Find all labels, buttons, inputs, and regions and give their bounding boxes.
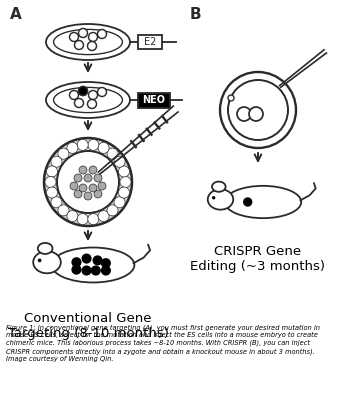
Circle shape bbox=[91, 265, 101, 276]
Circle shape bbox=[228, 95, 234, 101]
Ellipse shape bbox=[208, 189, 233, 210]
Circle shape bbox=[69, 90, 79, 100]
Bar bbox=[138, 92, 170, 108]
Circle shape bbox=[77, 214, 88, 225]
Circle shape bbox=[89, 32, 98, 42]
Circle shape bbox=[237, 107, 251, 121]
Circle shape bbox=[44, 138, 132, 226]
Circle shape bbox=[243, 197, 252, 207]
Circle shape bbox=[114, 156, 125, 167]
Circle shape bbox=[94, 174, 102, 182]
Circle shape bbox=[79, 29, 88, 37]
Ellipse shape bbox=[33, 251, 61, 273]
Circle shape bbox=[74, 190, 82, 198]
Circle shape bbox=[88, 214, 99, 225]
Circle shape bbox=[120, 176, 131, 187]
Circle shape bbox=[82, 265, 91, 276]
Circle shape bbox=[98, 87, 106, 97]
Circle shape bbox=[84, 192, 92, 200]
Text: NEO: NEO bbox=[142, 95, 166, 105]
Ellipse shape bbox=[225, 186, 301, 218]
Circle shape bbox=[114, 197, 125, 208]
Circle shape bbox=[98, 29, 106, 39]
Circle shape bbox=[119, 187, 130, 198]
Circle shape bbox=[51, 197, 62, 208]
Circle shape bbox=[72, 257, 82, 267]
Circle shape bbox=[249, 107, 263, 121]
Circle shape bbox=[89, 166, 97, 174]
Circle shape bbox=[101, 265, 111, 276]
Text: E2: E2 bbox=[144, 37, 156, 47]
Circle shape bbox=[88, 100, 96, 108]
Ellipse shape bbox=[38, 243, 53, 254]
Circle shape bbox=[98, 182, 106, 190]
Circle shape bbox=[84, 174, 92, 182]
Circle shape bbox=[58, 148, 69, 159]
Text: Figure 1: In conventional gene targeting (A), you must first generate your desir: Figure 1: In conventional gene targeting… bbox=[6, 324, 320, 362]
Circle shape bbox=[38, 259, 42, 262]
Circle shape bbox=[220, 72, 296, 148]
Ellipse shape bbox=[212, 181, 226, 192]
Circle shape bbox=[47, 166, 58, 177]
Circle shape bbox=[67, 142, 78, 153]
Circle shape bbox=[79, 87, 88, 95]
Circle shape bbox=[89, 90, 98, 100]
Circle shape bbox=[69, 32, 79, 42]
Ellipse shape bbox=[52, 247, 135, 283]
Circle shape bbox=[228, 80, 288, 140]
Circle shape bbox=[93, 255, 103, 265]
Circle shape bbox=[82, 254, 91, 264]
Circle shape bbox=[88, 42, 96, 50]
Ellipse shape bbox=[46, 82, 130, 118]
Circle shape bbox=[107, 148, 118, 159]
Circle shape bbox=[57, 151, 119, 213]
Bar bbox=[138, 35, 162, 49]
Circle shape bbox=[98, 142, 109, 153]
Ellipse shape bbox=[46, 24, 130, 60]
Circle shape bbox=[67, 210, 78, 222]
Circle shape bbox=[51, 156, 62, 167]
Circle shape bbox=[74, 99, 84, 108]
Circle shape bbox=[79, 87, 88, 95]
Circle shape bbox=[79, 184, 87, 192]
Circle shape bbox=[89, 184, 97, 192]
Circle shape bbox=[74, 174, 82, 182]
Circle shape bbox=[77, 139, 88, 150]
Text: B: B bbox=[190, 7, 201, 22]
Circle shape bbox=[70, 182, 78, 190]
Text: A: A bbox=[10, 7, 22, 22]
Circle shape bbox=[72, 265, 82, 275]
Circle shape bbox=[107, 205, 118, 216]
Text: CRISPR Gene
Editing (~3 months): CRISPR Gene Editing (~3 months) bbox=[190, 245, 325, 273]
Circle shape bbox=[58, 205, 69, 216]
Circle shape bbox=[79, 166, 87, 174]
Circle shape bbox=[47, 187, 58, 198]
Circle shape bbox=[101, 258, 111, 268]
Circle shape bbox=[98, 210, 109, 222]
Circle shape bbox=[74, 40, 84, 50]
Circle shape bbox=[88, 139, 99, 150]
Circle shape bbox=[119, 166, 130, 177]
Circle shape bbox=[45, 176, 56, 187]
Text: Conventional Gene
Targeting (8-10 months): Conventional Gene Targeting (8-10 months… bbox=[7, 312, 168, 340]
Circle shape bbox=[212, 196, 215, 200]
Circle shape bbox=[94, 190, 102, 198]
